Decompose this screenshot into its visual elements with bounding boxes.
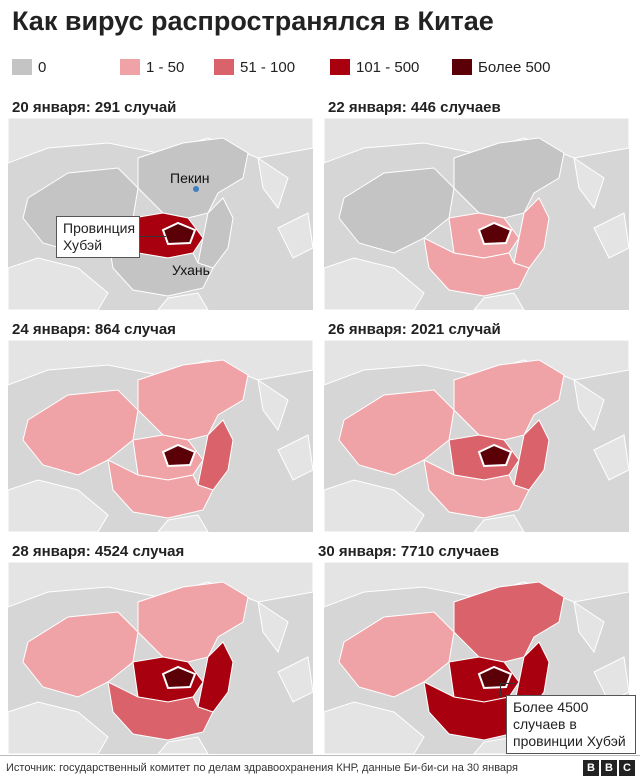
note-callout-leader-h (500, 683, 516, 684)
bbc-logo-letter: C (619, 760, 635, 776)
city-label-beijing: Пекин (170, 170, 210, 186)
neighbor-country (473, 514, 525, 532)
region-east (137, 359, 249, 441)
hubei-callout: Провинция Хубэй (56, 216, 140, 258)
region-south (107, 459, 214, 519)
region-east (453, 581, 565, 663)
region-hubei (161, 443, 197, 468)
map-panel-jan20 (8, 118, 313, 310)
legend-label: 101 - 500 (356, 58, 420, 76)
region-south (423, 459, 530, 519)
neighbor-country (257, 378, 289, 432)
region-west (22, 611, 139, 698)
neighbor-country (473, 292, 525, 310)
region-hubei (477, 443, 513, 468)
neighbor-country (8, 479, 109, 532)
legend-swatch (214, 59, 234, 75)
region-west (338, 167, 455, 254)
panel-caption: 24 января: 864 случая (12, 321, 176, 338)
panel-caption: 22 января: 446 случаев (328, 99, 501, 116)
neighbor-country (573, 156, 605, 210)
region-coast (513, 419, 550, 491)
region-east (453, 359, 565, 441)
region-south (107, 681, 214, 741)
map-panel-jan24 (8, 340, 313, 532)
page-title: Как вирус распространялся в Китае (12, 6, 494, 36)
legend-swatch (12, 59, 32, 75)
neighbor-country (277, 434, 313, 481)
region-west (338, 611, 455, 698)
map-panel-jan26 (324, 340, 629, 532)
legend-swatch (452, 59, 472, 75)
region-south (423, 237, 530, 297)
region-hubei (161, 665, 197, 690)
footer-rule (0, 755, 640, 756)
note-callout-text: Более 4500 случаев в провинции Хубэй (513, 699, 626, 749)
bbc-logo-letter: B (601, 760, 617, 776)
panel-caption: 20 января: 291 случай (12, 99, 177, 116)
beijing-marker-icon (193, 186, 199, 192)
hubei-callout-leader (140, 236, 166, 237)
legend-label: 0 (38, 58, 47, 76)
note-callout: Более 4500 случаев в провинции Хубэй (506, 695, 636, 754)
region-hubei (477, 221, 513, 246)
neighbor-country (593, 656, 629, 703)
legend: 0 1 - 50 51 - 100 101 - 500 Более 500 (12, 56, 628, 78)
legend-item-2: 51 - 100 (214, 56, 295, 78)
region-hubei (161, 221, 197, 246)
neighbor-country (277, 656, 313, 703)
region-east (137, 581, 249, 663)
region-east (453, 137, 565, 219)
legend-swatch (120, 59, 140, 75)
neighbor-country (573, 378, 605, 432)
region-east (137, 137, 249, 219)
legend-item-4: Более 500 (452, 56, 551, 78)
region-west (22, 389, 139, 476)
neighbor-country (593, 434, 629, 481)
city-label-wuhan: Ухань (172, 262, 210, 278)
legend-label: 1 - 50 (146, 58, 185, 76)
legend-item-0: 0 (12, 56, 46, 78)
neighbor-country (277, 212, 313, 259)
map-panel-jan22 (324, 118, 629, 310)
neighbor-country (324, 479, 425, 532)
panel-caption: 28 января: 4524 случая (12, 543, 185, 560)
panel-caption: 26 января: 2021 случай (328, 321, 501, 338)
map-panel-jan30 (324, 562, 629, 754)
neighbor-country (8, 257, 109, 310)
neighbor-country (257, 156, 289, 210)
neighbor-country (573, 600, 605, 654)
region-coast (197, 419, 234, 491)
note-callout-leader (500, 683, 501, 697)
neighbor-country (593, 212, 629, 259)
source-note: Источник: государственный комитет по дел… (6, 762, 518, 774)
hubei-callout-text: Провинция Хубэй (63, 220, 136, 253)
region-coast (513, 197, 550, 269)
map-panel-jan28 (8, 562, 313, 754)
region-coast (197, 641, 234, 713)
neighbor-country (324, 257, 425, 310)
neighbor-country (157, 292, 209, 310)
legend-swatch (330, 59, 350, 75)
legend-item-3: 101 - 500 (330, 56, 419, 78)
neighbor-country (157, 736, 209, 754)
region-coast (197, 197, 234, 269)
bbc-logo-letter: B (583, 760, 599, 776)
region-west (338, 389, 455, 476)
region-hubei (477, 665, 513, 690)
neighbor-country (324, 701, 425, 754)
bbc-logo: B B C (583, 760, 635, 776)
neighbor-country (157, 514, 209, 532)
neighbor-country (257, 600, 289, 654)
panel-caption: 30 января: 7710 случаев (318, 543, 500, 560)
legend-item-1: 1 - 50 (120, 56, 184, 78)
neighbor-country (8, 701, 109, 754)
legend-label: Более 500 (478, 58, 551, 76)
legend-label: 51 - 100 (240, 58, 296, 76)
